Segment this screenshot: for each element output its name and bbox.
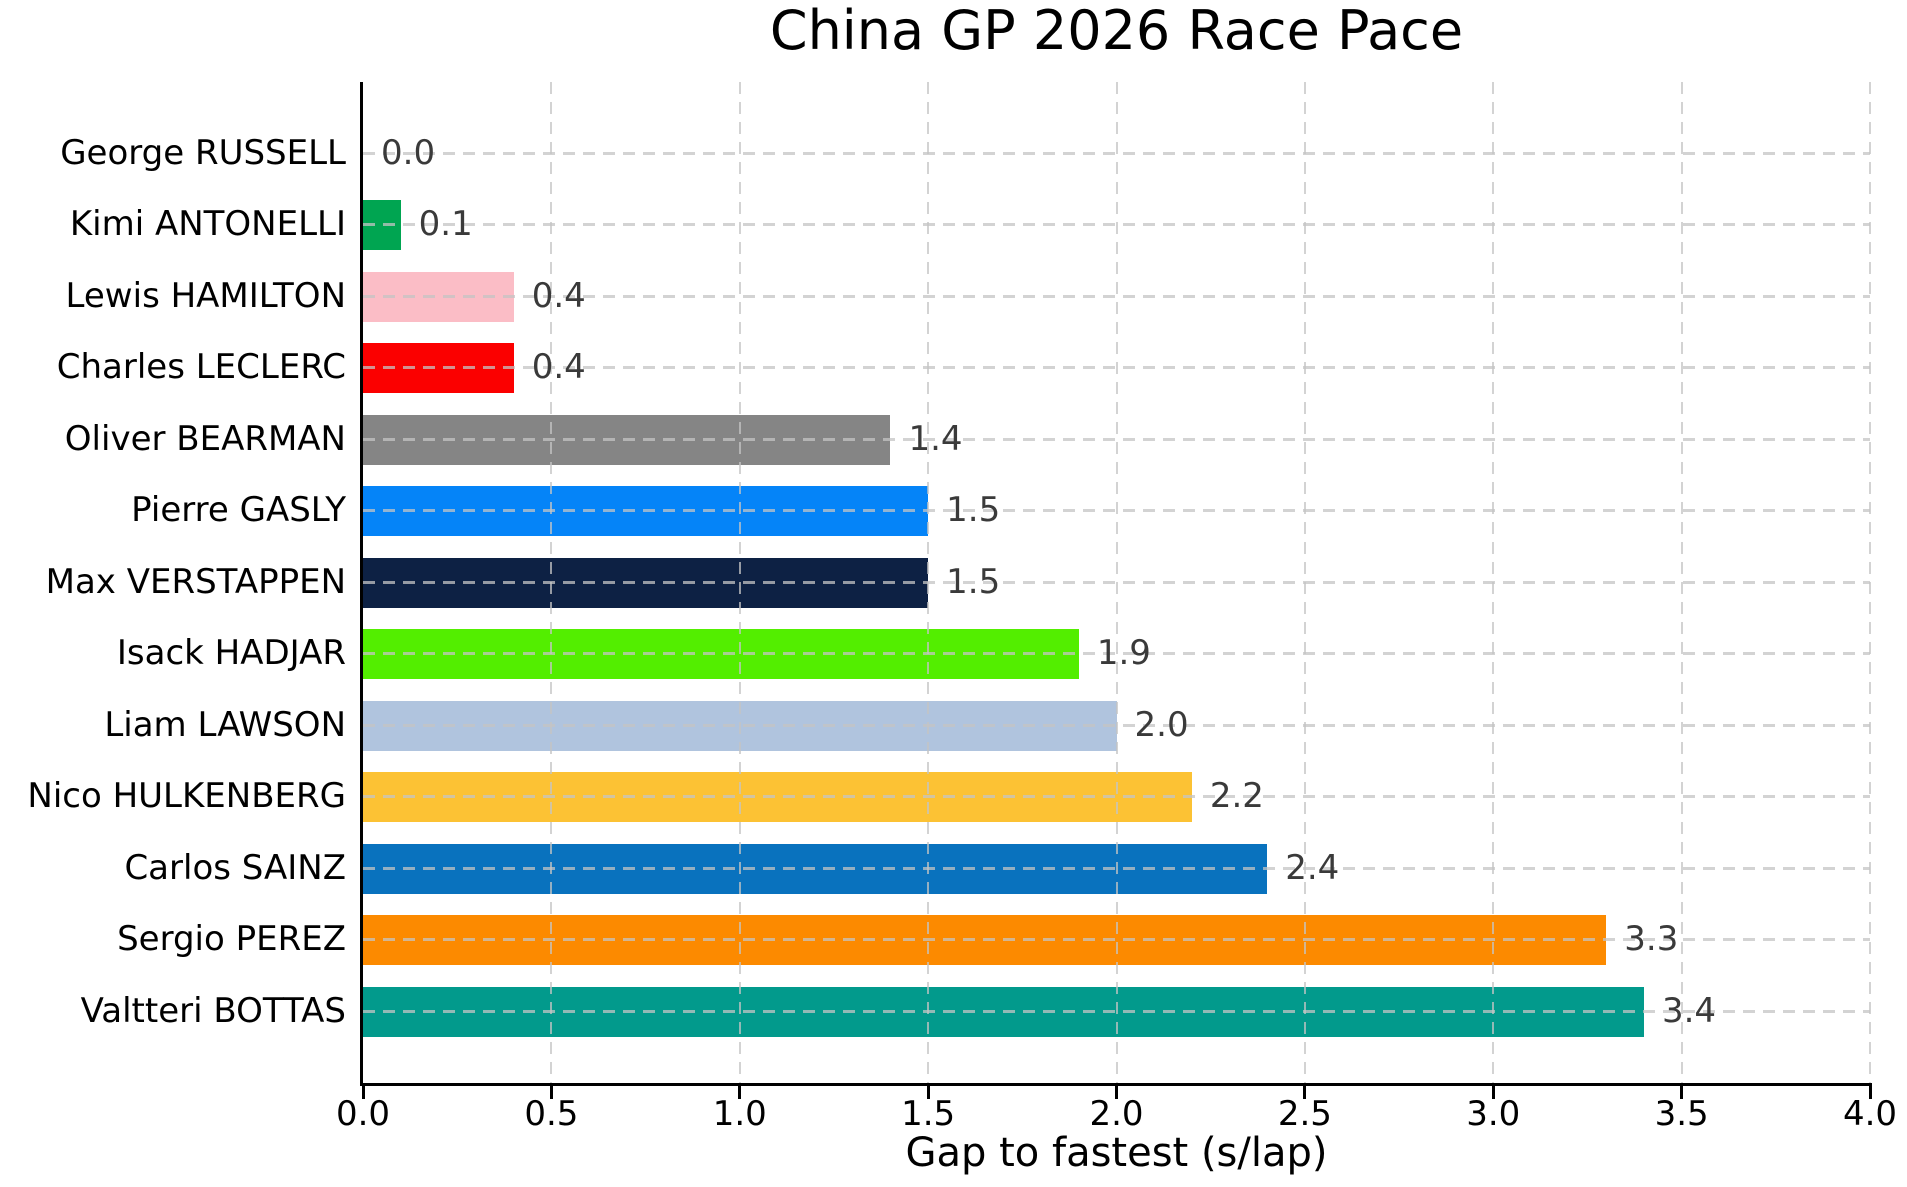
bar-value-label: 2.2	[1209, 776, 1264, 817]
x-tick-mark	[1680, 1086, 1684, 1099]
bar-row: 1.5	[363, 475, 1870, 547]
bar-row: 0.1	[363, 189, 1870, 261]
driver-label: Carlos SAINZ	[124, 847, 346, 888]
driver-label: Liam LAWSON	[104, 704, 346, 745]
driver-label: Charles LECLERC	[56, 347, 346, 388]
bar-row: 0.0	[363, 118, 1870, 190]
driver-label: Isack HADJAR	[116, 633, 346, 674]
driver-label: Oliver BEARMAN	[64, 418, 346, 459]
y-gridline	[363, 723, 1870, 727]
bar-value-label: 0.1	[418, 204, 473, 245]
bar-row: 2.2	[363, 761, 1870, 833]
y-gridline	[363, 938, 1870, 942]
driver-label: Lewis HAMILTON	[65, 275, 346, 316]
x-tick-mark	[738, 1086, 742, 1099]
x-axis-title: Gap to fastest (s/lap)	[905, 1130, 1328, 1176]
driver-label: Kimi ANTONELLI	[69, 204, 346, 245]
x-tick-label: 3.0	[1466, 1094, 1521, 1134]
x-tick-mark	[1868, 1086, 1872, 1099]
y-gridline	[363, 437, 1870, 441]
bar-value-label: 1.5	[946, 490, 1001, 531]
bar-row: 1.4	[363, 404, 1870, 476]
x-tick-label: 2.5	[1277, 1094, 1332, 1134]
bar-value-label: 1.5	[946, 561, 1001, 602]
y-gridline	[363, 795, 1870, 799]
plot-area: 0.0 0.1 0.4 0.4 1.4 1.5 1.5 1.9 2.0 2.2 2.4 3.3 3.4	[363, 82, 1871, 1083]
x-tick-mark	[1491, 1086, 1495, 1099]
driver-label: Valtteri BOTTAS	[80, 990, 346, 1031]
x-tick-label: 2.0	[1089, 1094, 1144, 1134]
driver-label: Pierre GASLY	[131, 490, 346, 531]
bar-value-label: 2.4	[1285, 847, 1340, 888]
bar-value-label: 1.9	[1096, 633, 1151, 674]
x-tick-label: 0.0	[335, 1094, 391, 1134]
bar-value-label: 3.4	[1661, 990, 1717, 1031]
x-tick-mark	[926, 1086, 930, 1099]
x-tick-label: 0.5	[524, 1094, 579, 1134]
y-axis-line	[360, 82, 363, 1086]
bar-row: 1.9	[363, 618, 1870, 690]
y-gridline	[363, 509, 1870, 513]
bar-row: 0.4	[363, 261, 1870, 333]
driver-label: Sergio PEREZ	[117, 919, 346, 960]
bar-value-label: 2.0	[1134, 704, 1189, 745]
bar-value-label: 0.4	[531, 347, 586, 388]
x-tick-mark	[549, 1086, 553, 1099]
x-axis-line	[360, 1083, 1872, 1086]
y-axis-labels: George RUSSELL Kimi ANTONELLI Lewis HAMILT…	[0, 82, 346, 1083]
y-gridline	[363, 580, 1870, 584]
driver-label: George RUSSELL	[60, 132, 346, 173]
y-gridline	[363, 151, 1870, 155]
bar-value-label: 0.4	[531, 275, 586, 316]
y-gridline	[363, 652, 1870, 656]
bar-row: 0.4	[363, 332, 1870, 404]
y-gridline	[363, 366, 1870, 370]
driver-label: Nico HULKENBERG	[27, 776, 346, 817]
x-tick-mark	[1115, 1086, 1118, 1099]
bar-value-label: 3.3	[1624, 919, 1679, 960]
x-tick-mark	[1303, 1086, 1307, 1099]
bar-row: 1.5	[363, 547, 1870, 619]
chart-title: China GP 2026 Race Pace	[769, 0, 1464, 62]
x-tick-label: 3.5	[1654, 1094, 1709, 1134]
bar-value-label: 1.4	[908, 418, 963, 459]
bar-row: 3.3	[363, 904, 1870, 976]
x-tick-label: 1.0	[712, 1094, 767, 1134]
y-gridline	[363, 1009, 1870, 1013]
x-tick-label: 1.5	[901, 1094, 956, 1134]
driver-label: Max VERSTAPPEN	[45, 561, 346, 602]
y-gridline	[363, 223, 1870, 227]
x-tick-mark	[361, 1086, 365, 1099]
y-gridline	[363, 294, 1870, 298]
x-tick-label: 4.0	[1842, 1094, 1898, 1134]
x-gridline	[1869, 82, 1871, 1083]
y-gridline	[363, 866, 1870, 870]
bar-row: 3.4	[363, 976, 1870, 1048]
bar-value-label: 0.0	[381, 132, 436, 173]
